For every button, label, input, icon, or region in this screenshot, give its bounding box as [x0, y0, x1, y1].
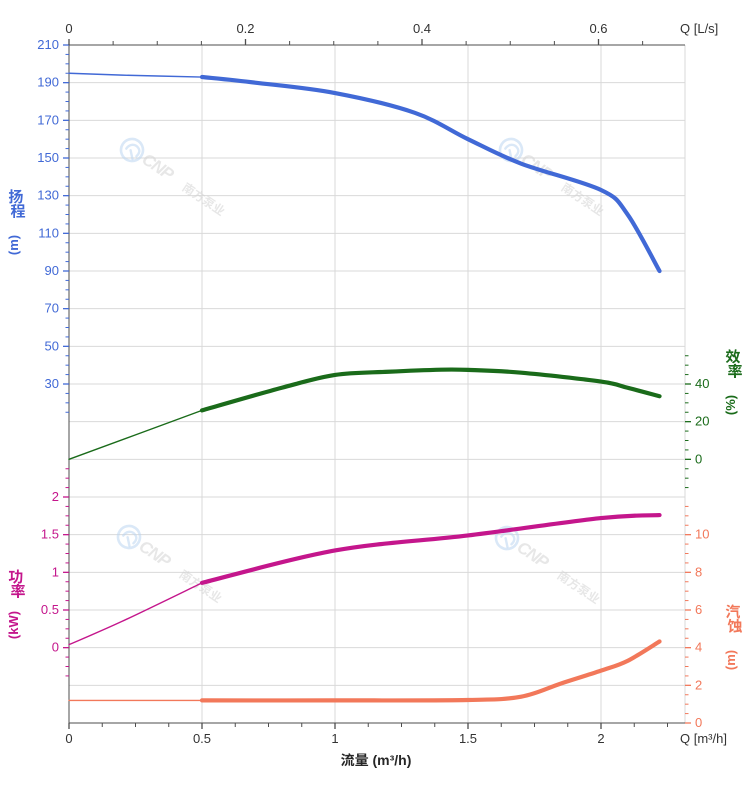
- svg-text:Q [m³/h]: Q [m³/h]: [680, 731, 727, 746]
- svg-text:50: 50: [45, 338, 59, 353]
- svg-text:20: 20: [695, 414, 709, 429]
- svg-text:2: 2: [597, 731, 604, 746]
- svg-text:150: 150: [37, 150, 59, 165]
- svg-text:2: 2: [52, 489, 59, 504]
- svg-text:0.6: 0.6: [589, 21, 607, 36]
- svg-text:1.5: 1.5: [41, 527, 59, 542]
- svg-text:Q [L/s]: Q [L/s]: [680, 21, 718, 36]
- svg-text:190: 190: [37, 75, 59, 90]
- svg-text:4: 4: [695, 640, 702, 655]
- svg-text:汽 蚀: 汽 蚀: [725, 604, 744, 636]
- svg-text:1: 1: [331, 731, 338, 746]
- svg-text:170: 170: [37, 112, 59, 127]
- svg-text:90: 90: [45, 263, 59, 278]
- svg-text:(%): (%): [723, 395, 738, 415]
- svg-text:1: 1: [52, 564, 59, 579]
- svg-text:40: 40: [695, 376, 709, 391]
- svg-text:0.2: 0.2: [236, 21, 254, 36]
- svg-text:8: 8: [695, 564, 702, 579]
- svg-text:0: 0: [695, 451, 702, 466]
- svg-text:210: 210: [37, 37, 59, 52]
- svg-text:0: 0: [65, 731, 72, 746]
- svg-text:流量 (m³/h): 流量 (m³/h): [341, 752, 412, 768]
- svg-text:2: 2: [695, 677, 702, 692]
- svg-text:0.5: 0.5: [41, 602, 59, 617]
- svg-text:1.5: 1.5: [459, 731, 477, 746]
- svg-text:10: 10: [695, 527, 709, 542]
- svg-text:(kW): (kW): [6, 611, 21, 639]
- svg-text:扬 程: 扬 程: [8, 189, 27, 221]
- svg-text:0.4: 0.4: [413, 21, 431, 36]
- svg-text:0: 0: [65, 21, 72, 36]
- svg-text:70: 70: [45, 301, 59, 316]
- svg-text:130: 130: [37, 188, 59, 203]
- svg-text:30: 30: [45, 376, 59, 391]
- svg-text:110: 110: [38, 225, 59, 240]
- svg-text:0.5: 0.5: [193, 731, 211, 746]
- svg-text:(m): (m): [723, 650, 738, 670]
- svg-text:(m): (m): [6, 235, 21, 255]
- svg-text:0: 0: [52, 640, 59, 655]
- svg-text:功 率: 功 率: [8, 569, 27, 601]
- svg-text:0: 0: [695, 715, 702, 730]
- svg-text:6: 6: [695, 602, 702, 617]
- svg-text:效 率: 效 率: [725, 349, 744, 381]
